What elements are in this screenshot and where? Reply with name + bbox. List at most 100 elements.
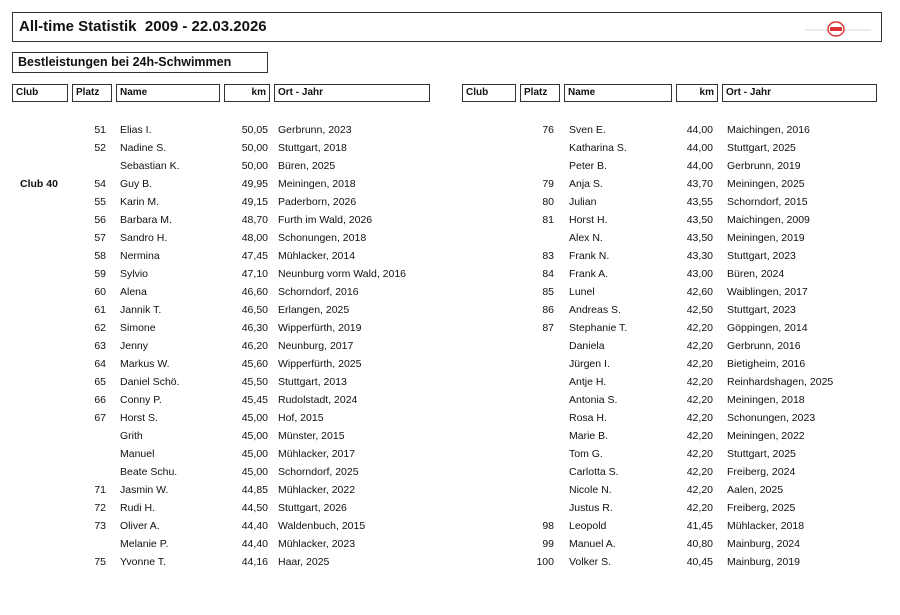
ort-jahr-cell: Meiningen, 2025	[727, 178, 805, 190]
km-cell: 45,00	[241, 430, 268, 442]
column-header: km	[224, 84, 270, 102]
name-cell: Carlotta S.	[569, 466, 619, 478]
name-cell: Oliver A.	[120, 520, 160, 532]
km-cell: 42,60	[686, 286, 713, 298]
km-cell: 43,50	[686, 214, 713, 226]
platz-cell: 100	[536, 556, 554, 568]
ort-jahr-cell: Waldenbuch, 2015	[278, 520, 366, 532]
ort-jahr-cell: Stuttgart, 2025	[727, 142, 796, 154]
name-cell: Alena	[120, 286, 147, 298]
km-cell: 47,45	[241, 250, 268, 262]
name-cell: Yvonne T.	[120, 556, 166, 568]
platz-cell: 65	[94, 376, 106, 388]
ort-jahr-cell: Büren, 2024	[727, 268, 785, 280]
platz-cell: 80	[542, 196, 554, 208]
platz-cell: 54	[94, 178, 106, 190]
name-cell: Horst S.	[120, 412, 158, 424]
club-cell: Club 40	[20, 178, 58, 190]
name-cell: Elias I.	[120, 124, 152, 136]
ort-jahr-cell: Maichingen, 2016	[727, 124, 810, 136]
name-cell: Marie B.	[569, 430, 609, 442]
name-cell: Jasmin W.	[120, 484, 169, 496]
name-cell: Beate Schu.	[120, 466, 178, 478]
km-cell: 44,00	[686, 142, 713, 154]
km-cell: 42,20	[686, 322, 713, 334]
platz-cell: 86	[542, 304, 554, 316]
platz-cell: 71	[94, 484, 106, 496]
ort-jahr-cell: Meiningen, 2022	[727, 430, 805, 442]
km-cell: 42,20	[686, 466, 713, 478]
ort-jahr-cell: Rudolstadt, 2024	[278, 394, 358, 406]
km-cell: 45,50	[241, 376, 268, 388]
column-header: Ort - Jahr	[722, 84, 877, 102]
name-cell: Guy B.	[120, 178, 153, 190]
name-cell: Justus R.	[569, 502, 613, 514]
logo	[805, 21, 871, 37]
platz-cell: 85	[542, 286, 554, 298]
name-cell: Peter B.	[569, 160, 607, 172]
ort-jahr-cell: Mühlacker, 2018	[727, 520, 805, 532]
name-cell: Melanie P.	[120, 538, 169, 550]
ort-jahr-cell: Schorndorf, 2015	[727, 196, 808, 208]
ort-jahr-cell: Freiberg, 2024	[727, 466, 796, 478]
column-header: Platz	[520, 84, 560, 102]
ort-jahr-cell: Waiblingen, 2017	[727, 286, 808, 298]
km-cell: 40,80	[686, 538, 713, 550]
name-cell: Antonia S.	[569, 394, 618, 406]
name-cell: Manuel A.	[569, 538, 616, 550]
km-cell: 48,70	[241, 214, 268, 226]
name-cell: Daniel Schö.	[120, 376, 180, 388]
platz-cell: 57	[94, 232, 106, 244]
ort-jahr-cell: Hof, 2015	[278, 412, 324, 424]
km-cell: 49,15	[241, 196, 268, 208]
platz-cell: 66	[94, 394, 106, 406]
km-cell: 42,20	[686, 394, 713, 406]
platz-cell: 99	[542, 538, 554, 550]
km-cell: 45,00	[241, 466, 268, 478]
platz-cell: 51	[94, 124, 106, 136]
km-cell: 50,00	[241, 142, 268, 154]
name-cell: Sven E.	[569, 124, 606, 136]
ort-jahr-cell: Gerbrunn, 2016	[727, 340, 801, 352]
name-cell: Nermina	[120, 250, 160, 262]
km-cell: 44,50	[241, 502, 268, 514]
name-cell: Alex N.	[569, 232, 603, 244]
km-cell: 42,20	[686, 358, 713, 370]
ort-jahr-cell: Göppingen, 2014	[727, 322, 808, 334]
name-cell: Frank N.	[569, 250, 610, 262]
ort-jahr-cell: Münster, 2015	[278, 430, 345, 442]
km-cell: 43,70	[686, 178, 713, 190]
ort-jahr-cell: Mühlacker, 2014	[278, 250, 356, 262]
ort-jahr-cell: Haar, 2025	[278, 556, 330, 568]
km-cell: 40,45	[686, 556, 713, 568]
platz-cell: 83	[542, 250, 554, 262]
km-cell: 42,20	[686, 430, 713, 442]
name-cell: Grith	[120, 430, 143, 442]
ort-jahr-cell: Erlangen, 2025	[278, 304, 350, 316]
ort-jahr-cell: Schorndorf, 2016	[278, 286, 359, 298]
platz-cell: 79	[542, 178, 554, 190]
km-cell: 42,20	[686, 448, 713, 460]
name-cell: Rudi H.	[120, 502, 156, 514]
name-cell: Jenny	[120, 340, 149, 352]
platz-cell: 56	[94, 214, 106, 226]
km-cell: 46,60	[241, 286, 268, 298]
name-cell: Manuel	[120, 448, 155, 460]
ort-jahr-cell: Bietigheim, 2016	[727, 358, 806, 370]
name-cell: Julian	[569, 196, 597, 208]
km-cell: 50,05	[241, 124, 268, 136]
name-cell: Markus W.	[120, 358, 170, 370]
km-cell: 42,20	[686, 376, 713, 388]
km-cell: 42,20	[686, 412, 713, 424]
name-cell: Stephanie T.	[569, 322, 628, 334]
ort-jahr-cell: Wipperfürth, 2025	[278, 358, 362, 370]
platz-cell: 67	[94, 412, 106, 424]
ort-jahr-cell: Reinhardshagen, 2025	[727, 376, 834, 388]
platz-cell: 75	[94, 556, 106, 568]
name-cell: Karin M.	[120, 196, 160, 208]
section-title: Bestleistungen bei 24h-Schwimmen	[18, 55, 232, 69]
column-header: Club	[462, 84, 516, 102]
ort-jahr-cell: Mühlacker, 2023	[278, 538, 356, 550]
platz-cell: 62	[94, 322, 106, 334]
